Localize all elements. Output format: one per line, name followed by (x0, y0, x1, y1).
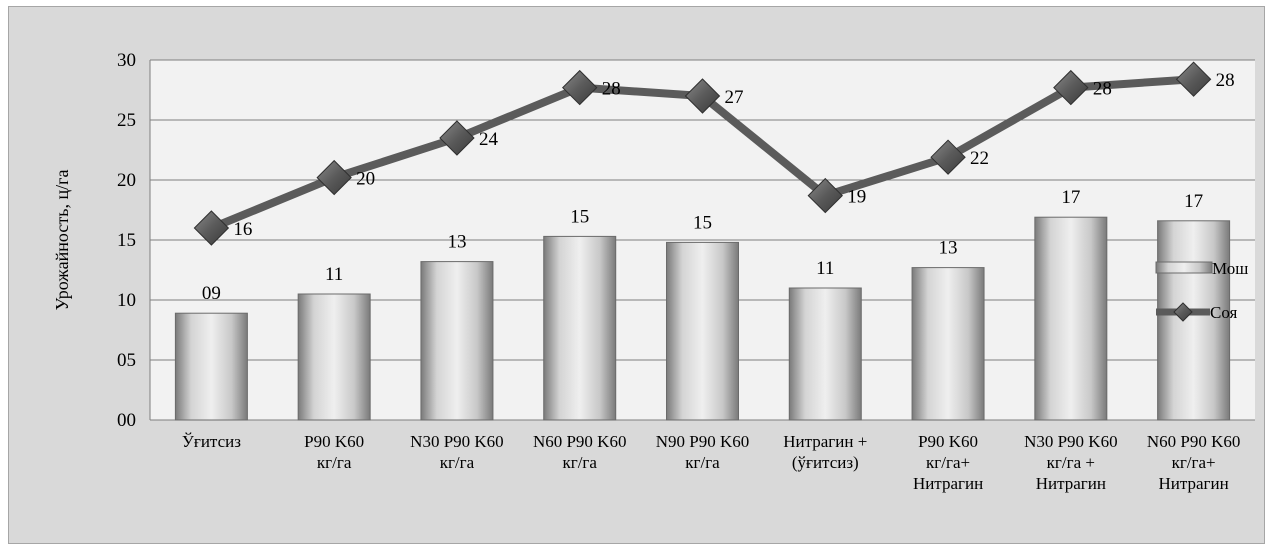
bar (1034, 216, 1108, 421)
y-tick-label: 15 (117, 230, 136, 251)
x-tick-label: N60 P90 K60 кг/га+ Нитрагин (1147, 432, 1241, 493)
bar (297, 293, 371, 421)
bar-data-label: 15 (570, 206, 589, 227)
line-data-label: 16 (233, 219, 252, 240)
x-tick-label: N90 P90 K60 кг/га (656, 432, 750, 472)
bar-data-label: 17 (1184, 191, 1203, 212)
line-data-label: 22 (970, 148, 989, 169)
line-data-label: 27 (725, 87, 744, 108)
line-data-label: 28 (602, 79, 621, 100)
line-data-label: 28 (1216, 70, 1235, 91)
line-point (684, 78, 721, 114)
plot-area: 00 05 10 15 20 25 30 Ўғитсиз P90 K60 кг/га N30 P90… (117, 50, 1255, 493)
y-tick-label: 20 (117, 170, 136, 191)
bar-data-label: 13 (447, 232, 466, 253)
bar (911, 267, 985, 421)
y-tick-label: 30 (117, 50, 136, 71)
x-tick-label: P90 K60 кг/га+ Нитрагин (913, 432, 983, 493)
line-point (439, 120, 475, 156)
x-tick-label: N30 P90 K60 кг/га + Нитрагин (1024, 432, 1118, 493)
bar-data-label: 11 (816, 258, 834, 279)
x-tick-label: Ўғитсиз (182, 432, 241, 451)
line-point (316, 159, 352, 196)
line-data-label: 24 (479, 129, 499, 150)
bar-data-label: 11 (325, 264, 343, 285)
line-point (1053, 69, 1089, 106)
legend-label: Соя (1210, 303, 1238, 322)
line-point (930, 139, 966, 175)
bar (666, 241, 739, 421)
bar (1157, 220, 1231, 421)
y-tick-label: 25 (117, 110, 136, 131)
legend-bar-swatch (1155, 261, 1213, 274)
line-point (1175, 61, 1212, 97)
line-point (562, 69, 598, 106)
line-point (807, 177, 843, 214)
bar-data-label: 13 (939, 238, 958, 259)
bar (788, 287, 862, 421)
legend: Мош Соя (1155, 259, 1248, 322)
line-data-label: 19 (847, 187, 866, 208)
y-tick-label: 00 (117, 410, 136, 431)
x-tick-label: Нитрагин + (ўғитсиз) (783, 432, 867, 472)
legend-marker (1173, 302, 1193, 322)
x-tick-label: N30 P90 K60 кг/га (410, 432, 504, 472)
line-data-label: 28 (1093, 79, 1112, 100)
x-tick-label: P90 K60 кг/га (304, 432, 364, 472)
bar-data-label: 09 (202, 283, 221, 304)
bar (174, 312, 248, 421)
legend-label: Мош (1212, 259, 1248, 278)
x-tick-label: N60 P90 K60 кг/га (533, 432, 627, 472)
line-point (193, 210, 230, 246)
bar (420, 261, 494, 421)
y-axis-label: Урожайность, ц/га (52, 170, 72, 311)
bar-data-label: 15 (693, 212, 712, 233)
bar-data-label: 17 (1061, 187, 1080, 208)
y-tick-label: 05 (117, 350, 136, 371)
line-data-label: 20 (356, 169, 375, 190)
bar (543, 235, 617, 421)
y-tick-label: 10 (117, 290, 136, 311)
